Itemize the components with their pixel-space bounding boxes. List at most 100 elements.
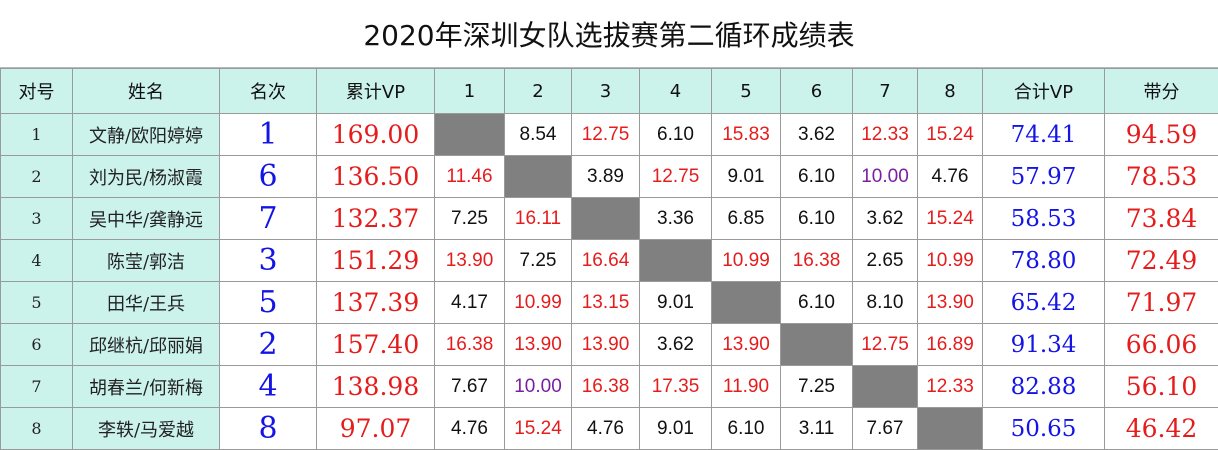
- table-row: 4 陈莹/郭洁 3 151.29 13.90 7.25 16.64 10.99 16.38 2.6…: [0, 239, 1218, 282]
- sum-vp-cell: 91.34: [982, 323, 1105, 366]
- rank-cell: 7: [219, 197, 317, 240]
- header-cell-name: 姓名: [72, 68, 220, 114]
- header-cell-round-7: 7: [852, 68, 918, 114]
- round-score-cell: 6.10: [639, 113, 712, 156]
- round-score-cell: 12.75: [852, 323, 918, 366]
- round-score-cell: 12.75: [639, 155, 712, 198]
- round-score-cell: 4.76: [434, 407, 505, 450]
- round-score-cell: 16.89: [917, 323, 983, 366]
- self-match-cell: [571, 197, 640, 240]
- round-score-cell: 16.38: [434, 323, 505, 366]
- pair-number-cell: 6: [0, 323, 73, 366]
- round-score-cell: 8.10: [852, 281, 918, 324]
- round-score-cell: 13.15: [571, 281, 640, 324]
- round-score-cell: 3.89: [571, 155, 640, 198]
- round-score-cell: 12.33: [917, 365, 983, 408]
- header-cell-round-6: 6: [780, 68, 853, 114]
- player-names-cell: 文静/欧阳婷婷: [72, 113, 220, 156]
- round-score-cell: 3.62: [639, 323, 712, 366]
- total-vp-cell: 136.50: [316, 155, 435, 198]
- sum-vp-cell: 57.97: [982, 155, 1105, 198]
- rank-cell: 1: [219, 113, 317, 156]
- round-score-cell: 10.99: [504, 281, 572, 324]
- round-score-cell: 7.25: [504, 239, 572, 282]
- round-score-cell: 6.10: [780, 281, 853, 324]
- header-cell-round-2: 2: [504, 68, 572, 114]
- carry-score-cell: 73.84: [1104, 197, 1218, 240]
- round-score-cell: 13.90: [434, 239, 505, 282]
- rank-cell: 2: [219, 323, 317, 366]
- round-score-cell: 13.90: [711, 323, 781, 366]
- round-score-cell: 7.25: [780, 365, 853, 408]
- player-names-cell: 李轶/马爱越: [72, 407, 220, 450]
- round-score-cell: 10.00: [852, 155, 918, 198]
- table-row: 7 胡春兰/何新梅 4 138.98 7.67 10.00 16.38 17.35 11.90 7…: [0, 365, 1218, 408]
- table-body: 1 文静/欧阳婷婷 1 169.00 8.54 12.75 6.10 15.83 3.62 12.…: [0, 113, 1218, 450]
- pair-number-cell: 5: [0, 281, 73, 324]
- player-names-cell: 田华/王兵: [72, 281, 220, 324]
- self-match-cell: [917, 407, 983, 450]
- table-row: 8 李轶/马爱越 8 97.07 4.76 15.24 4.76 9.01 6.10 3.11 7.…: [0, 407, 1218, 450]
- sum-vp-cell: 65.42: [982, 281, 1105, 324]
- pair-number-cell: 3: [0, 197, 73, 240]
- round-score-cell: 7.67: [434, 365, 505, 408]
- round-score-cell: 13.90: [504, 323, 572, 366]
- sum-vp-cell: 74.41: [982, 113, 1105, 156]
- table-row: 5 田华/王兵 5 137.39 4.17 10.99 13.15 9.01 6.10 8.10 1…: [0, 281, 1218, 324]
- sheet-title: 2020年深圳女队选拔赛第二循环成绩表: [0, 0, 1218, 68]
- self-match-cell: [852, 365, 918, 408]
- total-vp-cell: 97.07: [316, 407, 435, 450]
- carry-score-cell: 66.06: [1104, 323, 1218, 366]
- round-score-cell: 6.10: [780, 155, 853, 198]
- header-cell-carry: 带分: [1104, 68, 1218, 114]
- round-score-cell: 12.33: [852, 113, 918, 156]
- rank-cell: 8: [219, 407, 317, 450]
- round-score-cell: 9.01: [639, 407, 712, 450]
- round-score-cell: 6.85: [711, 197, 781, 240]
- round-score-cell: 4.76: [917, 155, 983, 198]
- self-match-cell: [780, 323, 853, 366]
- header-cell-total-vp: 累计VP: [316, 68, 435, 114]
- round-score-cell: 11.90: [711, 365, 781, 408]
- round-score-cell: 6.10: [780, 197, 853, 240]
- round-score-cell: 2.65: [852, 239, 918, 282]
- pair-number-cell: 8: [0, 407, 73, 450]
- round-score-cell: 12.75: [571, 113, 640, 156]
- header-cell-no: 对号: [0, 68, 73, 114]
- round-score-cell: 9.01: [639, 281, 712, 324]
- pair-number-cell: 2: [0, 155, 73, 198]
- table-row: 3 吴中华/龚静远 7 132.37 7.25 16.11 3.36 6.85 6.10 3.62…: [0, 197, 1218, 240]
- self-match-cell: [504, 155, 572, 198]
- round-score-cell: 17.35: [639, 365, 712, 408]
- round-score-cell: 10.99: [917, 239, 983, 282]
- round-score-cell: 9.01: [711, 155, 781, 198]
- round-score-cell: 16.38: [780, 239, 853, 282]
- total-vp-cell: 137.39: [316, 281, 435, 324]
- table-row: 6 邱继杭/邱丽娟 2 157.40 16.38 13.90 13.90 3.62 13.90 1…: [0, 323, 1218, 366]
- rank-cell: 3: [219, 239, 317, 282]
- header-cell-round-8: 8: [917, 68, 983, 114]
- rank-cell: 4: [219, 365, 317, 408]
- round-score-cell: 16.11: [504, 197, 572, 240]
- pair-number-cell: 7: [0, 365, 73, 408]
- table-row: 2 刘为民/杨淑霞 6 136.50 11.46 3.89 12.75 9.01 6.10 10.…: [0, 155, 1218, 198]
- total-vp-cell: 169.00: [316, 113, 435, 156]
- round-score-cell: 10.00: [504, 365, 572, 408]
- round-score-cell: 16.64: [571, 239, 640, 282]
- round-score-cell: 6.10: [711, 407, 781, 450]
- sum-vp-cell: 78.80: [982, 239, 1105, 282]
- carry-score-cell: 71.97: [1104, 281, 1218, 324]
- carry-score-cell: 46.42: [1104, 407, 1218, 450]
- total-vp-cell: 151.29: [316, 239, 435, 282]
- round-score-cell: 3.62: [780, 113, 853, 156]
- round-score-cell: 8.54: [504, 113, 572, 156]
- self-match-cell: [711, 281, 781, 324]
- round-score-cell: 10.99: [711, 239, 781, 282]
- round-score-cell: 15.24: [917, 197, 983, 240]
- round-score-cell: 13.90: [571, 323, 640, 366]
- header-cell-round-5: 5: [711, 68, 781, 114]
- round-score-cell: 11.46: [434, 155, 505, 198]
- header-cell-rank: 名次: [219, 68, 317, 114]
